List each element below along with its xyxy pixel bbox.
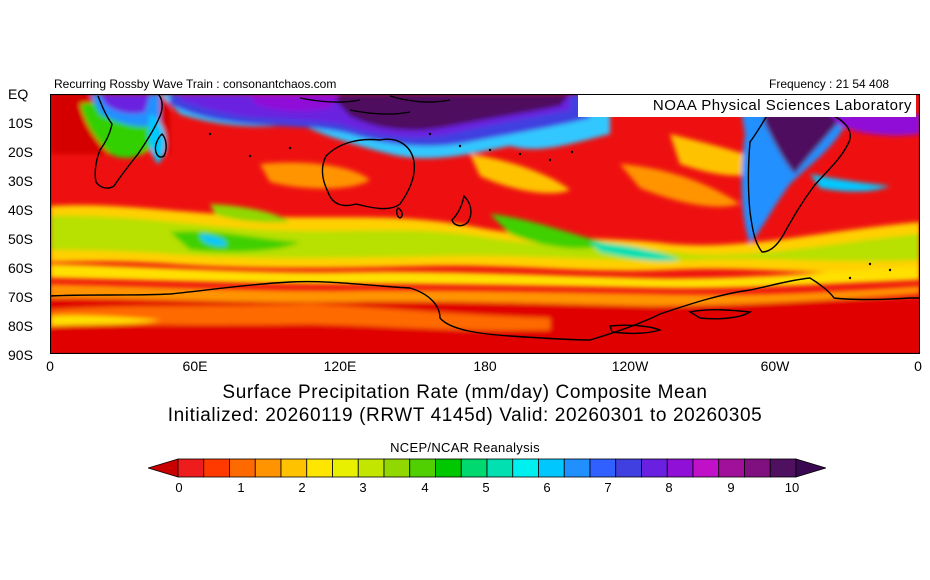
lat-label-50s: 50S	[8, 231, 33, 247]
legend-label-8: 8	[665, 480, 673, 495]
lon-label-60w: 60W	[760, 358, 790, 374]
legend-swatch	[383, 458, 411, 478]
lon-label-120e: 120E	[323, 358, 357, 374]
legend-swatch	[666, 458, 694, 478]
lon-label-180: 180	[473, 358, 497, 374]
lat-label-10s: 10S	[8, 115, 33, 131]
legend-label-3: 3	[359, 480, 367, 495]
legend-label-10: 10	[784, 480, 800, 495]
lat-label-eq: EQ	[8, 86, 29, 102]
lon-label-60e: 60E	[182, 358, 208, 374]
legend-swatch	[229, 458, 256, 478]
legend-swatch	[641, 458, 668, 478]
legend-swatch	[589, 458, 617, 478]
legend-swatch	[769, 458, 797, 478]
lat-label-70s: 70S	[8, 289, 33, 305]
legend-label-5: 5	[482, 480, 490, 495]
legend-swatch	[203, 458, 230, 478]
data-source-label: NCEP/NCAR Reanalysis	[390, 440, 540, 455]
legend-label-7: 7	[604, 480, 612, 495]
legend-swatch	[692, 458, 720, 478]
legend-swatch	[332, 458, 359, 478]
legend-label-1: 1	[237, 480, 245, 495]
legend-swatch	[460, 458, 488, 478]
lat-label-90s: 90S	[8, 347, 33, 363]
lat-label-60s: 60S	[8, 260, 33, 276]
legend-label-2: 2	[298, 480, 306, 495]
legend-swatch	[512, 458, 539, 478]
legend-swatch	[280, 458, 308, 478]
lat-label-30s: 30S	[8, 173, 33, 189]
chart-subtitle: Initialized: 20260119 (RRWT 4145d) Valid…	[167, 405, 763, 426]
lon-label-120w: 120W	[611, 358, 649, 374]
legend-swatch-min	[148, 458, 179, 478]
legend-swatch	[177, 458, 205, 478]
lat-label-20s: 20S	[8, 144, 33, 160]
lon-label-0-end: 0	[914, 358, 922, 374]
header-left-text: Recurring Rossby Wave Train : consonantc…	[54, 77, 337, 91]
header-right-text: Frequency : 21 54 408	[769, 77, 890, 91]
legend-swatch	[744, 458, 771, 478]
legend-swatch	[718, 458, 745, 478]
color-legend-bar	[148, 458, 826, 478]
legend-swatch	[357, 458, 385, 478]
legend-swatch	[538, 458, 565, 478]
map-canvas	[50, 94, 920, 354]
legend-swatch	[615, 458, 642, 478]
legend-swatch	[254, 458, 282, 478]
precipitation-map	[50, 94, 920, 354]
legend-swatch	[486, 458, 514, 478]
noaa-lab-label: NOAA Physical Sciences Laboratory	[578, 95, 916, 117]
lat-label-80s: 80S	[8, 318, 33, 334]
legend-swatch	[435, 458, 462, 478]
legend-swatch-max	[795, 458, 826, 478]
lon-label-0: 0	[46, 358, 54, 374]
lat-label-40s: 40S	[8, 202, 33, 218]
legend-label-6: 6	[543, 480, 551, 495]
legend-label-0: 0	[175, 480, 183, 495]
legend-swatch	[306, 458, 333, 478]
chart-title: Surface Precipitation Rate (mm/day) Comp…	[222, 382, 708, 403]
legend-label-9: 9	[727, 480, 735, 495]
legend-swatch	[563, 458, 591, 478]
legend-label-4: 4	[421, 480, 429, 495]
legend-swatch	[409, 458, 436, 478]
